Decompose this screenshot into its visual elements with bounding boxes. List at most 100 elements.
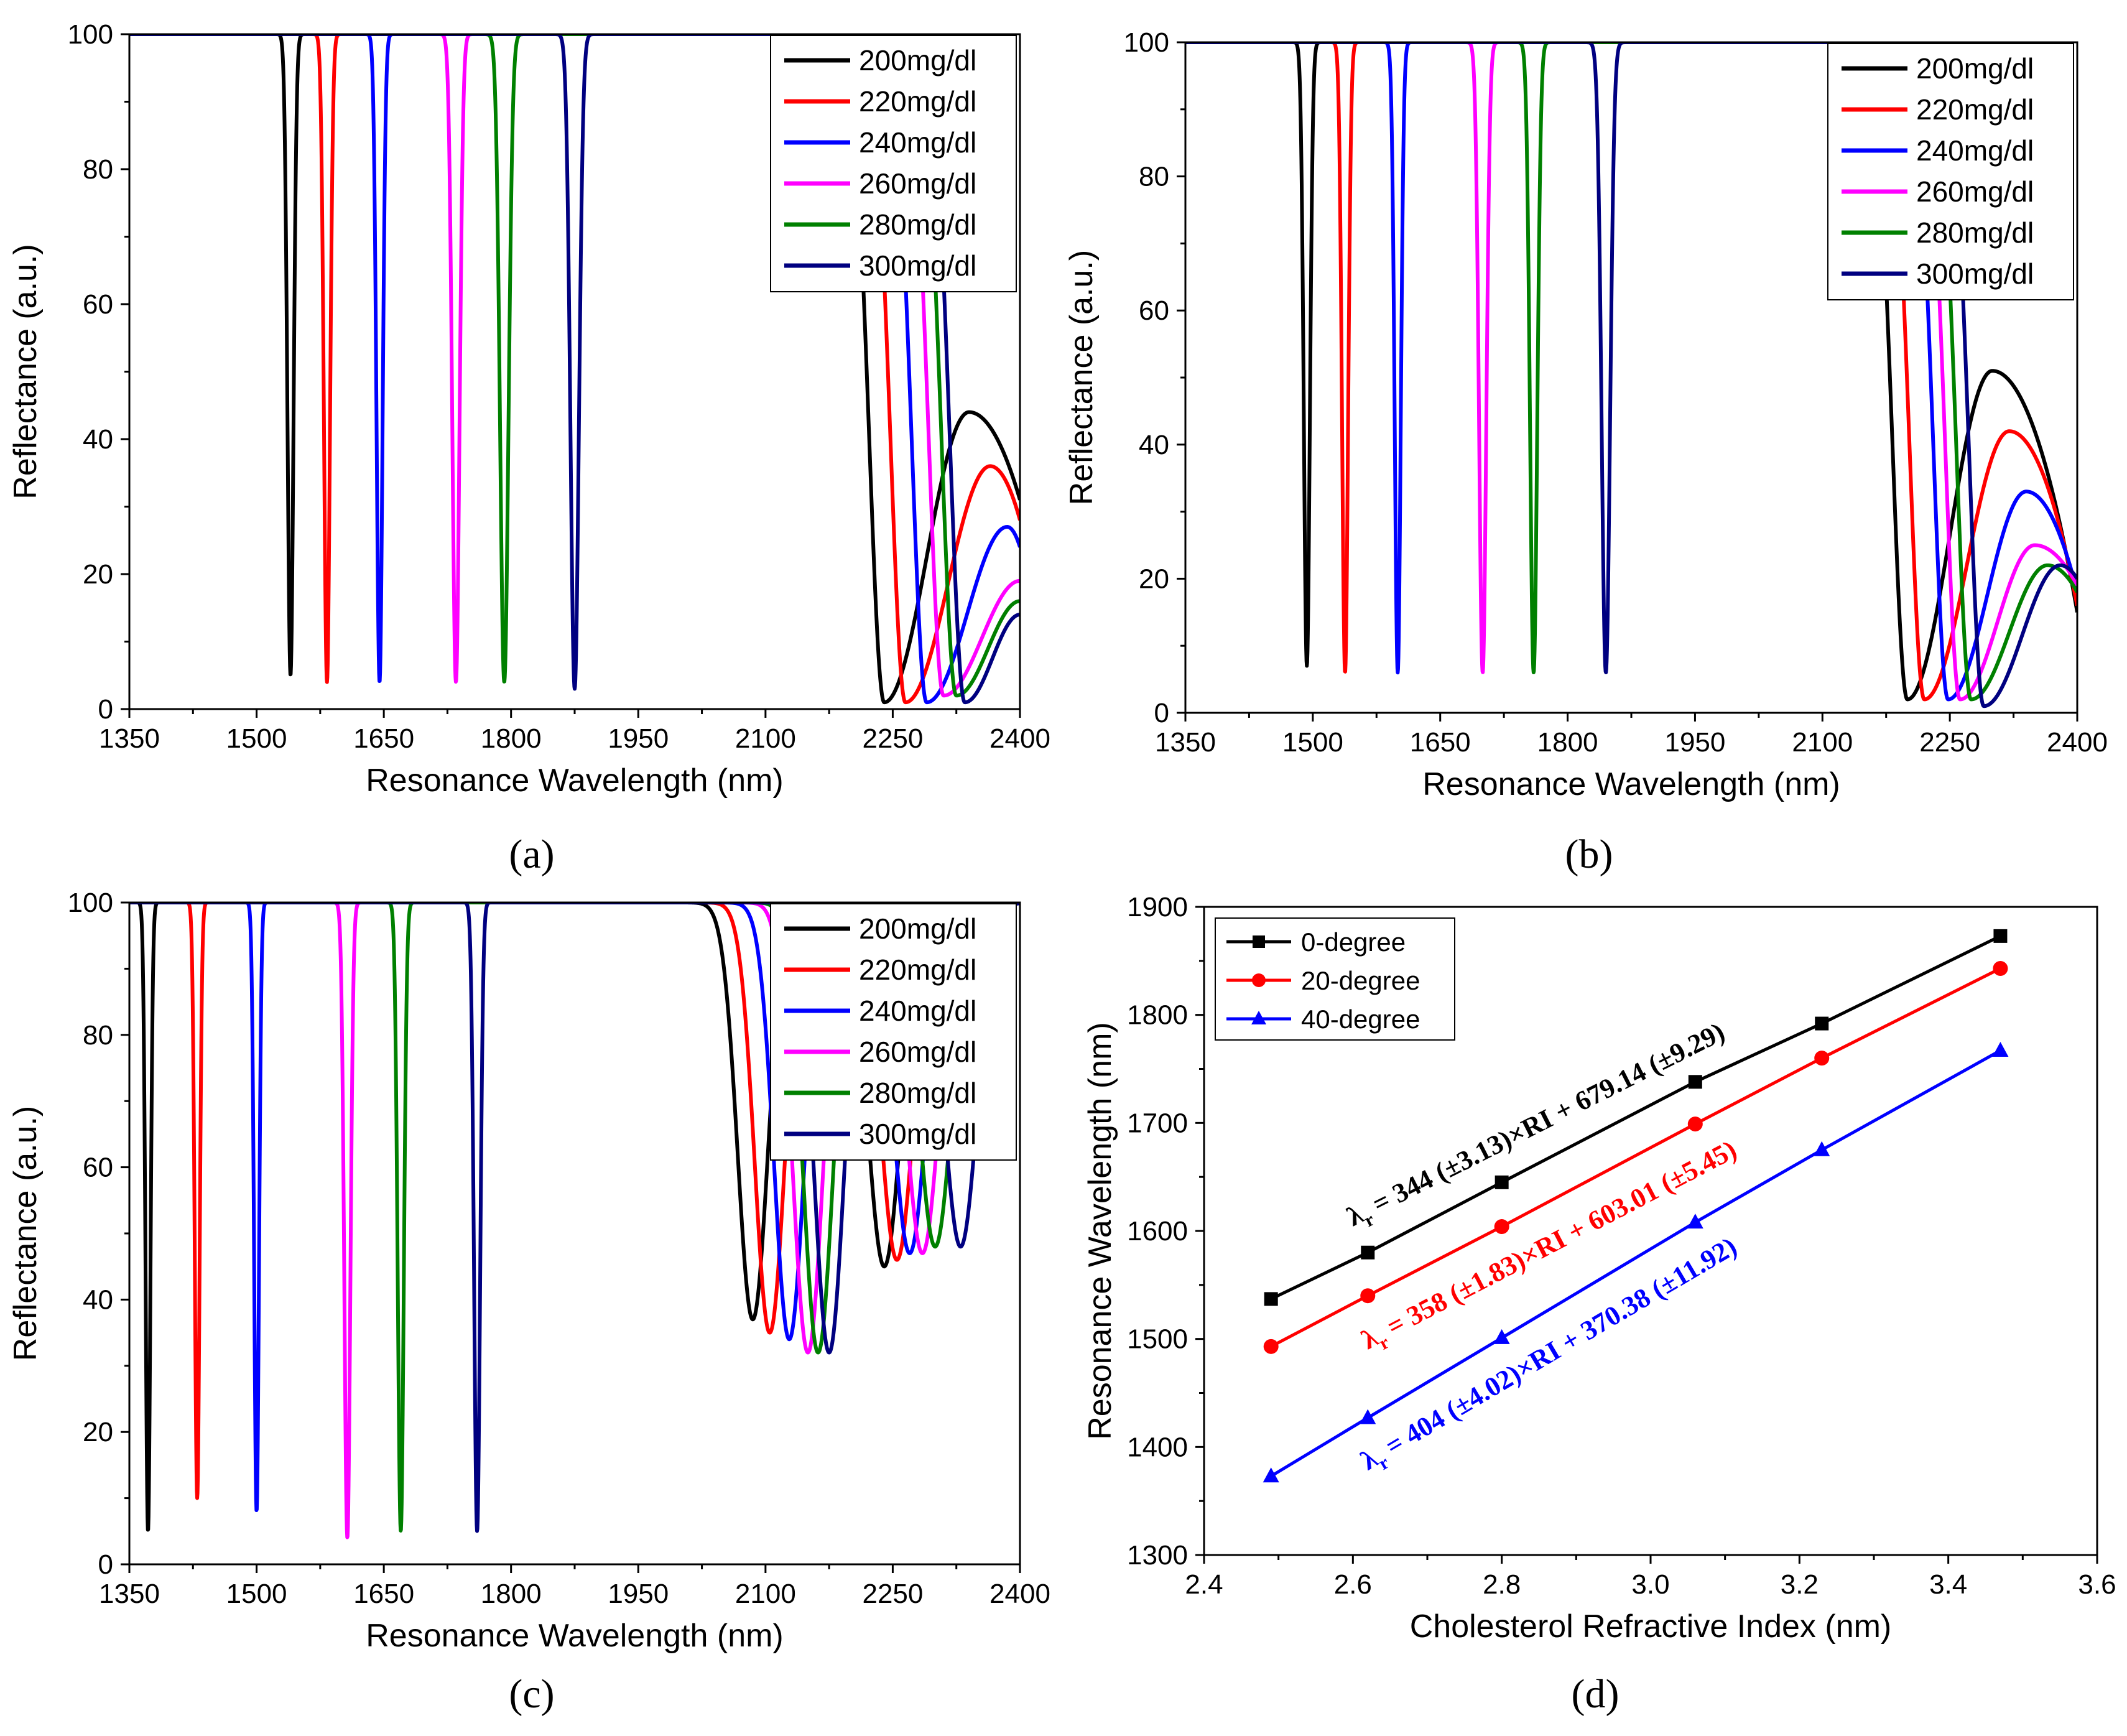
legend-label: 240mg/dl [859, 126, 976, 159]
legend-label: 300mg/dl [1916, 258, 2034, 290]
legend-box [770, 35, 1017, 292]
x-tick-label: 1800 [481, 1579, 542, 1609]
y-tick-label: 100 [68, 888, 113, 918]
data-point [1814, 1051, 1830, 1066]
legend-label: 300mg/dl [859, 1118, 976, 1150]
y-tick-label: 1900 [1127, 892, 1188, 922]
y-tick-label: 80 [83, 154, 113, 185]
data-point [1992, 1041, 2009, 1057]
x-tick-label: 1800 [1537, 727, 1598, 758]
data-point [1493, 1329, 1510, 1344]
y-tick-label: 1300 [1127, 1540, 1188, 1571]
x-tick-label: 1950 [608, 723, 669, 754]
y-tick-label: 0 [1154, 698, 1169, 728]
y-tick-label: 40 [83, 424, 113, 455]
legend-label: 200mg/dl [859, 44, 976, 77]
panel-label: (c) [509, 1671, 554, 1717]
legend-label: 260mg/dl [1916, 175, 2034, 208]
data-point [1494, 1219, 1509, 1235]
y-axis-label: Reflectance (a.u.) [7, 244, 44, 499]
y-axis-label: Reflectance (a.u.) [1064, 250, 1100, 505]
x-tick-label: 1500 [226, 1579, 287, 1609]
chart-panel-3: 1350 1500 1650 1800 1950 2100 2250 2400 0 20 40 60 8… [7, 888, 1050, 1717]
legend: 200mg/dl 220mg/dl 240mg/dl 260mg/dl 280mg/dl… [770, 903, 1017, 1161]
x-tick-label: 1500 [1282, 727, 1343, 758]
chart-panel-1: 1350 1500 1650 1800 1950 2100 2250 2400 0 20 40 60 8… [7, 19, 1050, 877]
legend-marker [1253, 935, 1265, 948]
legend-box [1827, 43, 2074, 300]
legend-marker [1252, 973, 1266, 987]
panel-label: (b) [1565, 832, 1613, 877]
plot-area [1263, 929, 2009, 1483]
x-axis-label: Resonance Wavelength (nm) [366, 763, 784, 799]
x-tick-label: 2250 [862, 1579, 923, 1609]
legend-label: 240mg/dl [859, 995, 976, 1027]
x-tick-label: 2.6 [1334, 1569, 1372, 1600]
y-tick-label: 80 [83, 1020, 113, 1051]
y-tick-label: 1700 [1127, 1108, 1188, 1138]
y-tick-label: 60 [1139, 295, 1169, 326]
data-point [1494, 1175, 1509, 1189]
data-point [1993, 960, 2008, 976]
y-tick-label: 1800 [1127, 1000, 1188, 1031]
x-tick-label: 2400 [989, 723, 1050, 754]
y-tick-label: 40 [1139, 430, 1169, 460]
series-line-20-degree [1270, 967, 2001, 1348]
x-axis-label: Resonance Wavelength (nm) [1422, 766, 1840, 802]
legend-label: 0-degree [1301, 927, 1406, 957]
y-tick-label: 20 [83, 559, 113, 590]
data-point [1993, 929, 2008, 943]
legend: 200mg/dl 220mg/dl 240mg/dl 260mg/dl 280mg/dl… [770, 35, 1017, 292]
legend-label: 260mg/dl [859, 1036, 976, 1068]
x-tick-label: 1800 [481, 723, 542, 754]
y-axis-label: Reflectance (a.u.) [7, 1106, 44, 1361]
legend-label: 220mg/dl [859, 85, 976, 118]
x-tick-label: 2100 [735, 1579, 796, 1609]
y-tick-label: 100 [1124, 27, 1169, 58]
x-tick-label: 2400 [2047, 727, 2108, 758]
legend-label: 280mg/dl [859, 1077, 976, 1109]
y-tick-label: 1600 [1127, 1216, 1188, 1246]
legend-label: 300mg/dl [859, 249, 976, 282]
x-tick-label: 2250 [862, 723, 923, 754]
x-tick-label: 3.4 [1929, 1569, 1967, 1600]
x-tick-label: 1350 [99, 1579, 160, 1609]
x-tick-label: 1950 [608, 1579, 669, 1609]
y-tick-label: 20 [1139, 564, 1169, 594]
y-tick-label: 60 [83, 289, 113, 320]
data-point [1687, 1116, 1703, 1132]
y-tick-label: 20 [83, 1417, 113, 1447]
legend-label: 200mg/dl [1916, 52, 2034, 85]
legend: 0-degree 20-degree 40-degree [1215, 917, 1455, 1041]
data-point [1687, 1214, 1703, 1229]
x-axis-label: Cholesterol Refractive Index (nm) [1410, 1608, 1892, 1645]
series-line-300mg/dl [129, 34, 1020, 705]
data-point [1361, 1245, 1375, 1260]
x-tick-label: 2.8 [1483, 1569, 1521, 1600]
regression-equation: λr = 404 (±4.02)×RI + 370.38 (±11.92) [1355, 1231, 1745, 1481]
regression-equation: λr = 344 (±3.13)×RI + 679.14 (±9.29) [1342, 1016, 1732, 1237]
x-tick-label: 1950 [1664, 727, 1725, 758]
chart-panel-4: 2.4 2.6 2.8 3.0 3.2 3.4 3.6 1300 1400 1500 1600 170… [1082, 892, 2116, 1717]
legend-label: 280mg/dl [859, 208, 976, 241]
chart-panel-2: 1350 1500 1650 1800 1950 2100 2250 2400 0 20 40 60 8… [1064, 27, 2108, 877]
data-point [1815, 1016, 1829, 1031]
data-point [1264, 1292, 1278, 1306]
series-line-40-degree [1270, 1049, 2001, 1478]
x-tick-label: 2100 [735, 723, 796, 754]
data-point [1360, 1288, 1376, 1304]
x-tick-label: 3.0 [1631, 1569, 1669, 1600]
y-tick-label: 0 [98, 1549, 113, 1580]
legend-label: 200mg/dl [859, 912, 976, 945]
legend-label: 260mg/dl [859, 167, 976, 200]
x-tick-label: 1650 [1410, 727, 1471, 758]
panel-label: (d) [1572, 1671, 1620, 1717]
series-line-240mg/dl [1185, 42, 2077, 702]
x-tick-label: 2.4 [1185, 1569, 1223, 1600]
legend-box [770, 903, 1017, 1161]
y-axis-label: Resonance Wavelength (nm) [1082, 1022, 1118, 1440]
x-tick-label: 3.2 [1781, 1569, 1819, 1600]
data-point [1263, 1467, 1279, 1483]
y-tick-label: 1500 [1127, 1324, 1188, 1355]
series-line-0-degree [1270, 934, 2001, 1301]
